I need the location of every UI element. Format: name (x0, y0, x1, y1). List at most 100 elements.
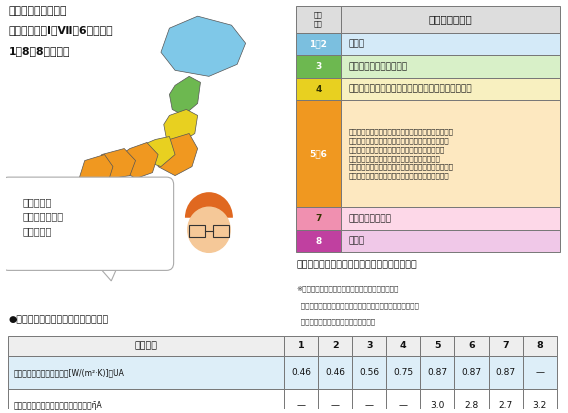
Text: 4: 4 (400, 342, 407, 350)
Polygon shape (141, 137, 175, 166)
Text: ●地域ごとに定められた外皮の基準値: ●地域ごとに定められた外皮の基準値 (9, 316, 108, 325)
Text: 0.46: 0.46 (291, 368, 311, 377)
Text: 6: 6 (468, 342, 475, 350)
Text: 外皮平均熱貫流率の基準値[W/(m²·K)]　UA: 外皮平均熱貫流率の基準値[W/(m²·K)] UA (14, 368, 125, 377)
Bar (523, 335, 557, 356)
Bar (9, 389, 284, 413)
Text: —: — (296, 401, 306, 410)
Bar (284, 335, 318, 356)
Text: 5: 5 (434, 342, 441, 350)
Polygon shape (96, 149, 136, 179)
Bar (523, 389, 557, 413)
Bar (420, 335, 454, 356)
Text: —: — (331, 401, 340, 410)
Text: 1: 1 (298, 342, 304, 350)
Text: 0.75: 0.75 (393, 368, 414, 377)
Bar (284, 356, 318, 389)
Bar (352, 335, 386, 356)
Bar (341, 100, 559, 207)
Bar (341, 33, 559, 55)
Polygon shape (95, 263, 119, 281)
Polygon shape (169, 76, 201, 116)
Text: 地域区分: 地域区分 (135, 342, 158, 350)
Bar (9, 356, 284, 389)
Text: 1〜8の8区分に！: 1〜8の8区分に！ (9, 46, 70, 56)
Text: —: — (535, 368, 544, 377)
Polygon shape (158, 133, 198, 176)
Text: 7: 7 (502, 342, 509, 350)
Text: 4: 4 (315, 85, 321, 94)
Text: 地域区分を
よりきめ細かく
したんだ！: 地域区分を よりきめ細かく したんだ！ (23, 197, 64, 236)
Bar (454, 356, 488, 389)
Polygon shape (113, 179, 155, 203)
Text: 改正後の基準では、: 改正後の基準では、 (9, 6, 67, 16)
Bar (488, 389, 523, 413)
Bar (296, 33, 341, 55)
Text: 2.7: 2.7 (499, 401, 513, 410)
Text: 8: 8 (315, 237, 321, 246)
Bar (420, 356, 454, 389)
Text: 3: 3 (315, 62, 321, 71)
Text: 0.87: 0.87 (461, 368, 482, 377)
Text: 「住宅の省エネルギー基準」における地域区分: 「住宅の省エネルギー基準」における地域区分 (296, 260, 417, 269)
Bar (386, 335, 420, 356)
Bar (296, 230, 341, 252)
Text: 3: 3 (366, 342, 373, 350)
Polygon shape (122, 142, 158, 179)
Bar (454, 335, 488, 356)
Bar (420, 389, 454, 413)
Bar (341, 207, 559, 230)
Text: 1・2: 1・2 (310, 40, 327, 48)
Bar (318, 335, 352, 356)
Text: —: — (365, 401, 374, 410)
Bar (296, 207, 341, 230)
Bar (318, 389, 352, 413)
Text: 8: 8 (536, 342, 543, 350)
Text: 機構のホームページをご覧ください。: 機構のホームページをご覧ください。 (296, 318, 375, 325)
Text: 都　道　府　県: 都 道 府 県 (428, 14, 472, 24)
Bar (341, 78, 559, 100)
Text: 0.87: 0.87 (427, 368, 448, 377)
Bar (213, 225, 229, 237)
Wedge shape (185, 192, 233, 218)
Text: 3.0: 3.0 (430, 401, 445, 410)
Bar (386, 356, 420, 389)
Bar (488, 356, 523, 389)
Bar (318, 356, 352, 389)
Text: 3.2: 3.2 (533, 401, 547, 410)
FancyBboxPatch shape (2, 177, 174, 271)
Text: 地域
区分: 地域 区分 (314, 12, 323, 26)
Bar (296, 78, 341, 100)
Text: 北海道: 北海道 (349, 40, 365, 48)
Text: —: — (399, 401, 408, 410)
Text: 0.46: 0.46 (325, 368, 345, 377)
Polygon shape (37, 251, 59, 269)
Bar (189, 225, 204, 237)
Bar (341, 55, 559, 78)
Text: 詳しくは国土交通省または（一財）建築環境・省エネルギー: 詳しくは国土交通省または（一財）建築環境・省エネルギー (296, 302, 419, 309)
Polygon shape (164, 109, 198, 142)
Circle shape (188, 207, 230, 252)
Bar (523, 356, 557, 389)
Bar (296, 6, 341, 33)
Bar (341, 6, 559, 33)
Text: 冷房期の平均日射熱取得率の基準値　η̄A: 冷房期の平均日射熱取得率の基準値 η̄A (14, 401, 103, 410)
Text: ※実際の地域区分は市町村別に定められています。: ※実際の地域区分は市町村別に定められています。 (296, 285, 399, 292)
Polygon shape (79, 154, 113, 191)
Text: 2.8: 2.8 (465, 401, 479, 410)
Bar (352, 389, 386, 413)
Bar (386, 389, 420, 413)
Text: 7: 7 (315, 214, 321, 223)
Bar (296, 55, 341, 78)
Text: 宮崎県、鹿児島県: 宮崎県、鹿児島県 (349, 214, 391, 223)
Text: 茨城県、群馬県、山梨県、富山県、石川県、福井県、
岐阜県、滋賀県、埼玉県、千葉県、東京都、神奈川
県、静岡県、愛知県、三重県、京都府、大阪府、
和歌山県、兵庫県: 茨城県、群馬県、山梨県、富山県、石川県、福井県、 岐阜県、滋賀県、埼玉県、千葉県… (349, 128, 454, 179)
Bar (9, 335, 284, 356)
Bar (296, 100, 341, 207)
Text: 2: 2 (332, 342, 339, 350)
Polygon shape (68, 185, 105, 218)
Bar (488, 335, 523, 356)
Bar (454, 389, 488, 413)
Text: 0.87: 0.87 (495, 368, 516, 377)
Text: 0.56: 0.56 (359, 368, 379, 377)
Bar (284, 389, 318, 413)
